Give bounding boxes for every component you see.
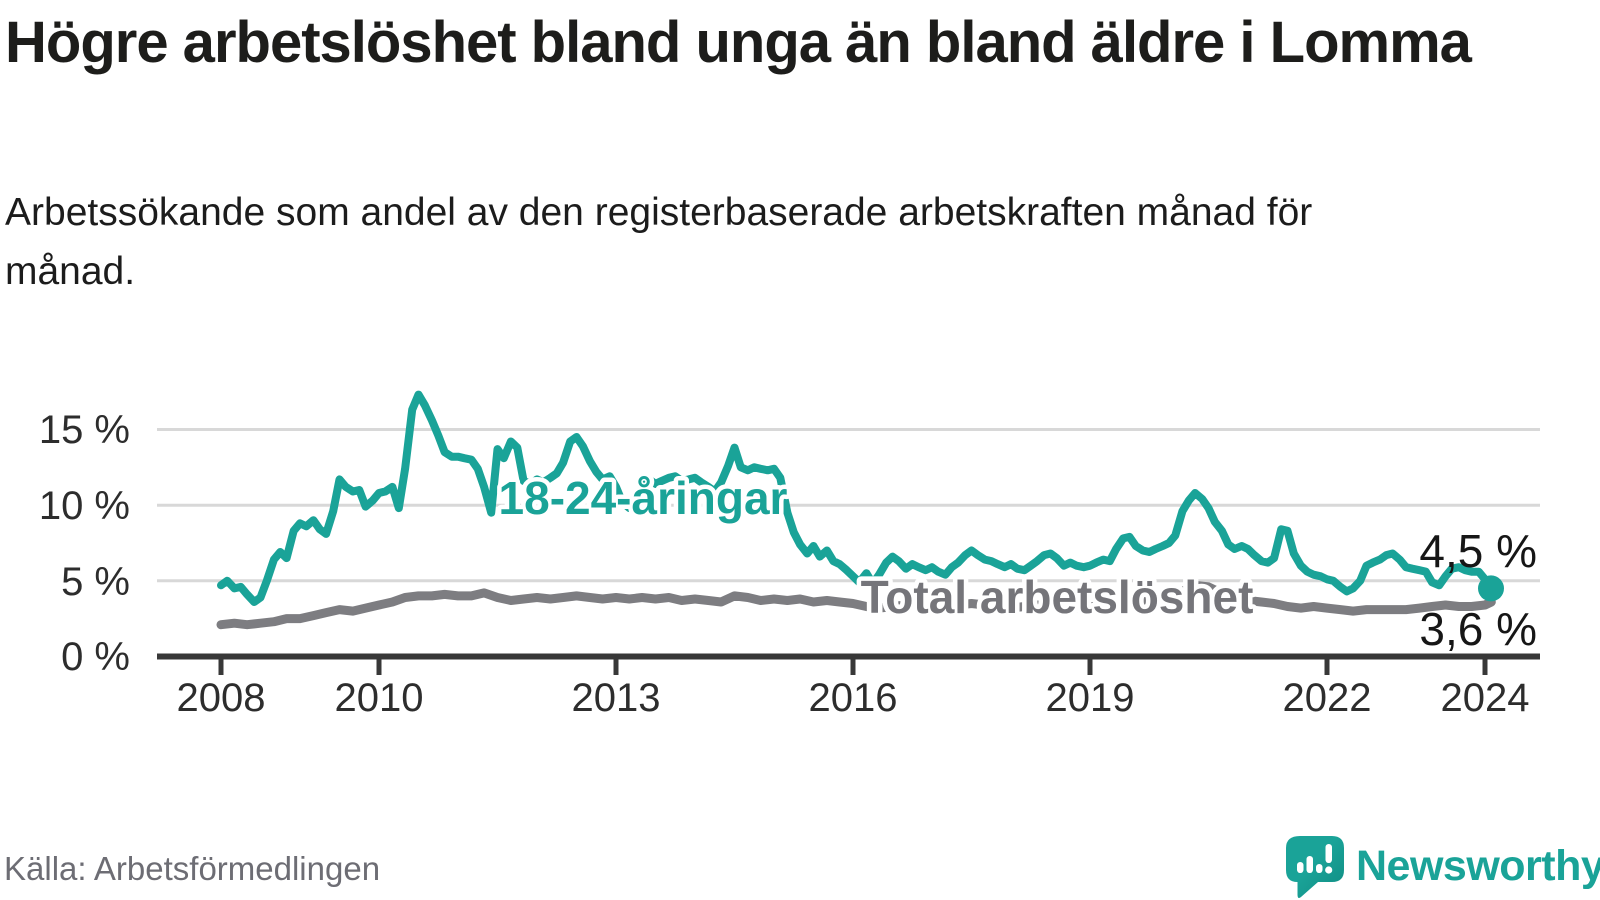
series-label-total: Total arbetslöshet xyxy=(861,571,1254,623)
x-axis-ticks xyxy=(218,659,1488,675)
x-tick-label-2013: 2013 xyxy=(572,676,661,720)
end-value-total: 3,6 % xyxy=(1419,603,1537,655)
x-tick-label-2008: 2008 xyxy=(177,676,266,720)
x-axis-labels: 2008 2010 2013 2016 2019 2022 2024 xyxy=(177,676,1530,720)
y-axis-labels: 15 % 10 % 5 % 0 % xyxy=(39,408,130,679)
series-endpoint-dot xyxy=(1478,575,1504,602)
page-title: Högre arbetslöshet bland unga än bland ä… xyxy=(5,10,1472,75)
brand-logo: Newsworthy xyxy=(1284,834,1600,900)
x-tick-label-2016: 2016 xyxy=(809,676,898,720)
x-tick-label-2024: 2024 xyxy=(1441,676,1530,720)
newsworthy-logo-icon xyxy=(1286,836,1344,899)
series-lines xyxy=(216,390,1496,630)
speech-bubble-shape xyxy=(1286,836,1344,899)
brand-name: Newsworthy xyxy=(1356,842,1600,890)
y-tick-label-10: 10 % xyxy=(39,484,130,528)
series-line-total xyxy=(216,580,1496,630)
series-line-youth xyxy=(217,390,1496,606)
x-tick-label-2010: 2010 xyxy=(335,676,424,720)
x-tick-label-2022: 2022 xyxy=(1283,676,1372,720)
gridlines xyxy=(157,428,1540,583)
exclamation-glyph xyxy=(1325,844,1333,874)
source-note: Källa: Arbetsförmedlingen xyxy=(4,850,381,887)
end-value-youth: 4,5 % xyxy=(1419,525,1537,577)
x-tick-label-2019: 2019 xyxy=(1046,676,1135,720)
y-tick-label-0: 0 % xyxy=(61,635,130,679)
series-label-youth: 18-24-åringar xyxy=(499,472,788,524)
bar-chart-glyph xyxy=(1297,856,1323,873)
page-subtitle: Arbetssökande som andel av den registerb… xyxy=(5,191,1313,293)
y-tick-label-5: 5 % xyxy=(61,560,130,604)
y-tick-label-15: 15 % xyxy=(39,408,130,452)
